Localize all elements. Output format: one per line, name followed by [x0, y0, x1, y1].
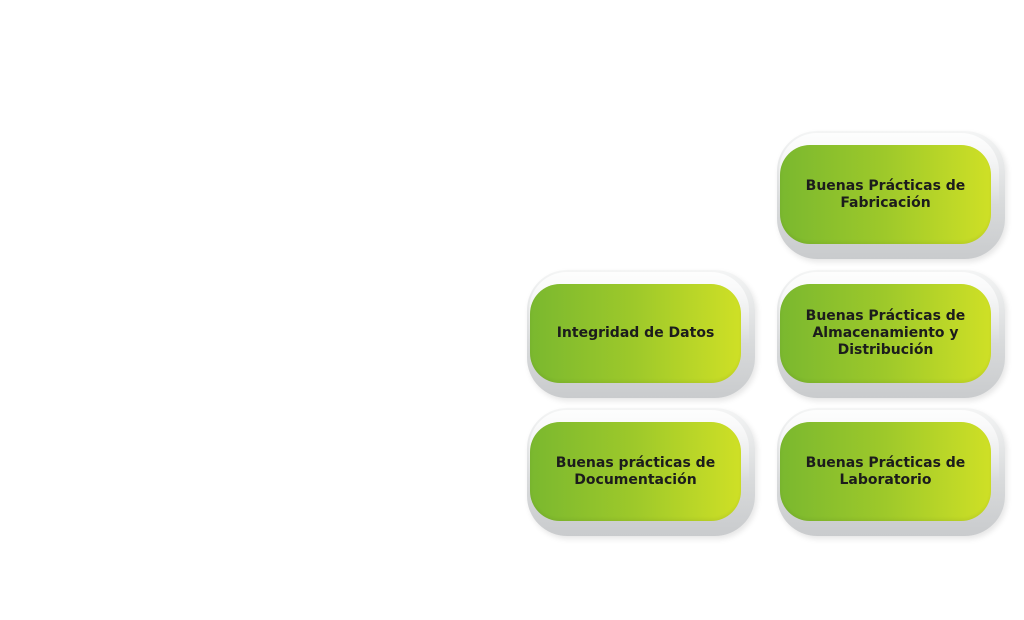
tile-frame-integridad: Integridad de Datos — [527, 270, 755, 398]
tile-frame-documentacion: Buenas prácticas de Documentación — [527, 408, 755, 536]
buenas-practicas-almacenamiento-button[interactable]: Buenas Prácticas de Almacenamiento y Dis… — [780, 284, 991, 383]
integridad-de-datos-button[interactable]: Integridad de Datos — [530, 284, 741, 383]
tile-label: Integridad de Datos — [556, 325, 715, 341]
tile-frame-laboratorio: Buenas Prácticas de Laboratorio — [777, 408, 1005, 536]
tile-label: Buenas prácticas de Documentación — [555, 454, 716, 488]
buenas-practicas-laboratorio-button[interactable]: Buenas Prácticas de Laboratorio — [780, 422, 991, 521]
tile-frame-almacenamiento: Buenas Prácticas de Almacenamiento y Dis… — [777, 270, 1005, 398]
tile-frame-fabricacion: Buenas Prácticas de Fabricación — [777, 131, 1005, 259]
tile-label: Buenas Prácticas de Almacenamiento y Dis… — [805, 308, 966, 358]
buenas-practicas-documentacion-button[interactable]: Buenas prácticas de Documentación — [530, 422, 741, 521]
tile-label: Buenas Prácticas de Laboratorio — [805, 454, 966, 488]
tile-label: Buenas Prácticas de Fabricación — [805, 177, 966, 211]
buenas-practicas-fabricacion-button[interactable]: Buenas Prácticas de Fabricación — [780, 145, 991, 244]
